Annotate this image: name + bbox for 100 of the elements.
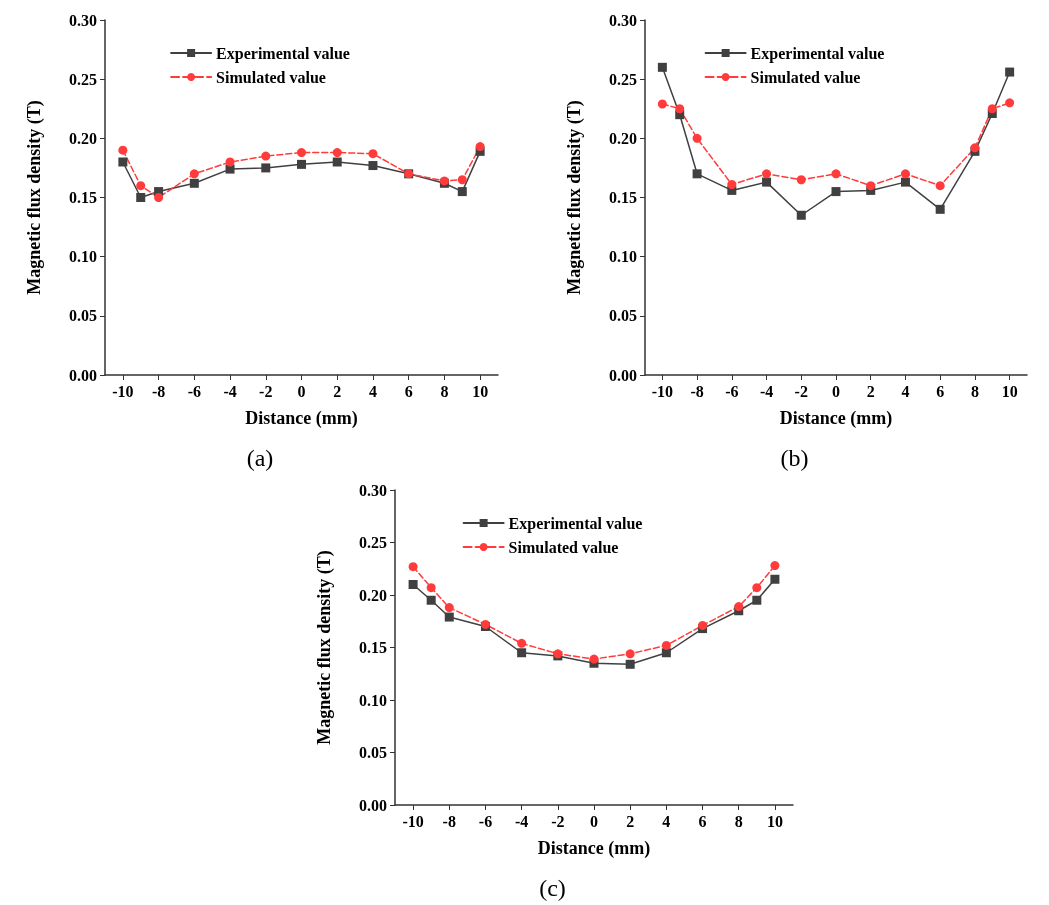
point	[154, 193, 164, 202]
point	[625, 659, 635, 669]
point	[770, 574, 780, 584]
y-tick-label: 0.20	[69, 129, 97, 147]
y-tick-label: 0.30	[359, 481, 387, 499]
point	[692, 133, 702, 143]
point	[734, 602, 744, 612]
point	[189, 178, 199, 188]
x-axis-title: Distance (mm)	[537, 838, 651, 859]
x-tick-label: -4	[514, 812, 529, 830]
legend-label: Experimental value	[508, 514, 643, 533]
y-axis-title: Magnetic flux density (T)	[314, 550, 335, 745]
point	[261, 151, 271, 161]
point	[987, 104, 997, 114]
legend-label: Simulated value	[216, 68, 326, 86]
point	[1005, 98, 1015, 108]
point	[796, 175, 806, 185]
x-tick-label: 0	[590, 812, 598, 830]
x-tick-label: -8	[442, 812, 456, 830]
point	[657, 62, 667, 72]
point	[426, 583, 436, 593]
y-tick-label: 0.00	[359, 796, 387, 814]
point	[831, 169, 841, 179]
x-tick-label: 2	[333, 382, 342, 400]
legend-label: Simulated value	[750, 68, 861, 86]
x-tick-label: 4	[368, 382, 377, 400]
point	[770, 561, 780, 571]
x-tick-label: 6	[698, 812, 707, 830]
point	[900, 177, 910, 187]
point	[1005, 67, 1015, 77]
x-tick-label: 4	[662, 812, 671, 830]
point	[225, 164, 235, 174]
point	[517, 638, 527, 648]
x-tick-label: -2	[551, 812, 565, 830]
x-tick-label: 2	[626, 812, 635, 830]
point	[368, 149, 378, 159]
x-tick-label: -4	[759, 382, 774, 400]
point	[796, 210, 806, 220]
point	[297, 148, 306, 158]
y-tick-label: 0.15	[609, 189, 637, 206]
point	[225, 157, 235, 167]
point	[589, 654, 599, 664]
y-tick-label: 0.25	[69, 70, 97, 88]
y-tick-label: 0.10	[359, 691, 387, 709]
point	[762, 177, 772, 187]
y-tick-label: 0.10	[609, 248, 637, 266]
x-tick-label: -6	[478, 812, 493, 830]
point	[866, 181, 876, 191]
point	[118, 157, 128, 167]
x-tick-label: 4	[901, 382, 910, 400]
point	[675, 104, 685, 114]
x-tick-label: -4	[223, 382, 237, 400]
x-tick-label: 2	[866, 382, 875, 400]
point	[457, 187, 467, 197]
point	[762, 169, 772, 179]
point	[426, 595, 436, 605]
point	[752, 595, 762, 605]
x-tick-label: 6	[404, 382, 413, 400]
text: (c)	[539, 875, 566, 901]
x-tick-label: -8	[690, 382, 704, 400]
point	[698, 620, 708, 630]
x-tick-label: -8	[151, 382, 166, 400]
point	[408, 580, 418, 589]
y-tick-label: 0.20	[609, 129, 637, 147]
point	[625, 649, 635, 659]
point	[900, 169, 910, 179]
x-tick-label: 6	[936, 382, 945, 400]
x-axis-title: Distance (mm)	[245, 408, 358, 429]
y-tick-label: 0.15	[69, 189, 97, 206]
x-tick-label: 10	[472, 382, 489, 400]
y-tick-label: 0.05	[609, 307, 637, 325]
x-tick-label: -6	[725, 382, 739, 400]
x-tick-label: 8	[440, 382, 449, 400]
y-tick-label: 0.30	[69, 11, 97, 29]
y-tick-label: 0.10	[69, 248, 97, 266]
x-tick-label: -2	[259, 382, 273, 400]
x-tick-label: -2	[794, 382, 808, 400]
point	[657, 99, 667, 109]
x-tick-label: -10	[112, 382, 134, 400]
x-tick-label: -10	[402, 812, 424, 830]
point	[935, 181, 945, 191]
legend-label: Experimental value	[750, 44, 885, 63]
x-axis-title: Distance (mm)	[779, 408, 893, 429]
x-tick-label: -10	[651, 382, 674, 400]
legend-label: Experimental value	[216, 44, 350, 63]
point	[475, 142, 485, 152]
x-tick-label: 0	[297, 382, 306, 400]
point	[444, 603, 454, 613]
y-tick-label: 0.30	[609, 11, 637, 29]
x-tick-label: 8	[970, 382, 979, 400]
point	[752, 583, 762, 593]
x-tick-label: 8	[734, 812, 743, 830]
point	[136, 181, 146, 191]
point	[189, 169, 199, 179]
point	[661, 640, 671, 650]
x-tick-label: 10	[1001, 382, 1018, 400]
legend-label: Simulated value	[508, 538, 619, 556]
x-tick-label: 10	[766, 812, 783, 830]
y-tick-label: 0.15	[359, 639, 387, 656]
point	[408, 562, 418, 572]
